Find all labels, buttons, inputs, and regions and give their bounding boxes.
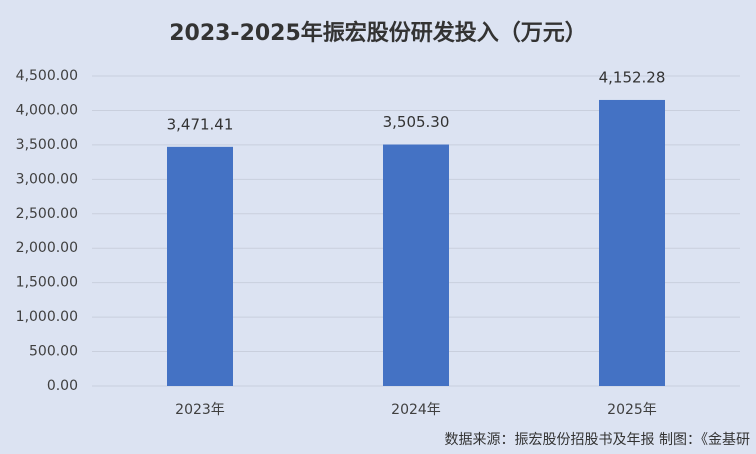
y-tick-label: 500.00 <box>29 344 78 360</box>
x-tick-label: 2024年 <box>391 402 441 418</box>
value-label: 3,505.30 <box>383 113 450 131</box>
y-tick-label: 2,000.00 <box>16 240 78 256</box>
y-tick-label: 3,500.00 <box>16 137 78 153</box>
value-label: 4,152.28 <box>599 68 666 86</box>
source-note: 数据来源：振宏股份招股书及年报 制图：《金基研 <box>445 431 750 448</box>
y-tick-label: 2,500.00 <box>16 206 78 222</box>
value-label: 3,471.41 <box>167 115 234 133</box>
chart-title: 2023-2025年振宏股份研发投入（万元） <box>169 20 587 46</box>
x-tick-label: 2023年 <box>175 402 225 418</box>
y-tick-label: 4,500.00 <box>16 68 78 84</box>
y-tick-label: 1,500.00 <box>16 275 78 291</box>
bar <box>599 99 665 387</box>
bar <box>383 144 449 386</box>
y-tick-label: 0.00 <box>47 378 78 394</box>
bar <box>167 146 233 386</box>
y-tick-label: 4,000.00 <box>16 102 78 118</box>
y-tick-label: 3,000.00 <box>16 171 78 187</box>
x-tick-label: 2025年 <box>607 402 657 418</box>
y-tick-label: 1,000.00 <box>16 309 78 325</box>
